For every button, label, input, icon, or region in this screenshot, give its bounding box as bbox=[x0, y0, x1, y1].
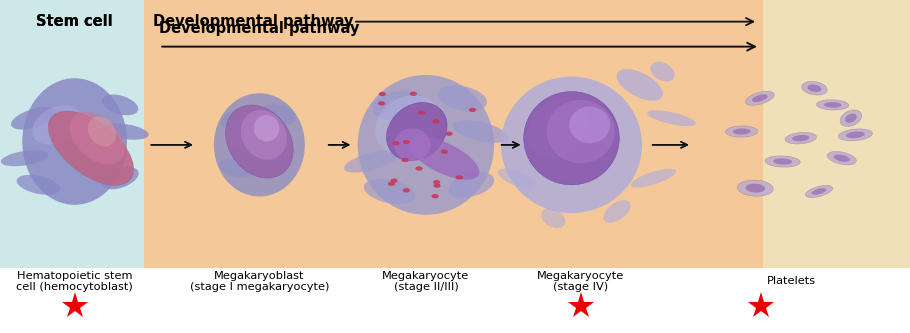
Ellipse shape bbox=[228, 115, 264, 148]
Ellipse shape bbox=[1, 150, 48, 166]
Ellipse shape bbox=[344, 151, 399, 172]
Ellipse shape bbox=[617, 69, 662, 101]
Ellipse shape bbox=[401, 158, 409, 162]
Ellipse shape bbox=[102, 95, 138, 115]
Ellipse shape bbox=[214, 93, 305, 196]
Ellipse shape bbox=[440, 150, 448, 154]
Ellipse shape bbox=[524, 92, 619, 185]
Ellipse shape bbox=[838, 129, 873, 141]
Ellipse shape bbox=[394, 128, 430, 162]
Ellipse shape bbox=[102, 167, 138, 189]
Ellipse shape bbox=[378, 101, 385, 106]
Ellipse shape bbox=[647, 110, 696, 126]
Ellipse shape bbox=[88, 117, 116, 147]
Ellipse shape bbox=[438, 85, 487, 111]
Ellipse shape bbox=[631, 169, 676, 187]
Ellipse shape bbox=[70, 112, 125, 165]
Ellipse shape bbox=[241, 110, 287, 160]
Ellipse shape bbox=[254, 115, 279, 142]
Bar bbox=[144, 0, 763, 268]
Ellipse shape bbox=[364, 179, 415, 204]
Ellipse shape bbox=[792, 135, 810, 142]
Text: Stem cell: Stem cell bbox=[36, 14, 113, 29]
Ellipse shape bbox=[816, 100, 849, 110]
Ellipse shape bbox=[449, 172, 494, 197]
Text: Platelets: Platelets bbox=[767, 276, 816, 286]
Ellipse shape bbox=[410, 92, 417, 96]
Ellipse shape bbox=[219, 159, 254, 178]
Ellipse shape bbox=[16, 175, 60, 195]
Ellipse shape bbox=[416, 166, 423, 170]
Bar bbox=[0, 268, 910, 333]
Ellipse shape bbox=[846, 132, 864, 138]
Ellipse shape bbox=[433, 180, 440, 184]
Ellipse shape bbox=[432, 119, 440, 124]
Ellipse shape bbox=[845, 114, 856, 123]
Ellipse shape bbox=[745, 91, 774, 105]
Ellipse shape bbox=[773, 159, 793, 165]
Ellipse shape bbox=[11, 107, 56, 130]
Bar bbox=[0, 0, 144, 268]
Ellipse shape bbox=[375, 95, 440, 155]
Ellipse shape bbox=[259, 104, 296, 126]
Ellipse shape bbox=[418, 111, 425, 115]
Ellipse shape bbox=[725, 126, 758, 137]
Ellipse shape bbox=[498, 168, 536, 188]
Ellipse shape bbox=[456, 175, 463, 179]
Ellipse shape bbox=[221, 107, 261, 130]
Ellipse shape bbox=[752, 94, 768, 102]
Ellipse shape bbox=[546, 100, 615, 163]
Ellipse shape bbox=[358, 75, 494, 215]
Ellipse shape bbox=[226, 105, 293, 178]
Text: Developmental pathway: Developmental pathway bbox=[159, 21, 369, 36]
Ellipse shape bbox=[812, 188, 826, 195]
Ellipse shape bbox=[446, 132, 453, 136]
Ellipse shape bbox=[409, 137, 480, 179]
Ellipse shape bbox=[528, 98, 588, 158]
Ellipse shape bbox=[452, 120, 509, 143]
Ellipse shape bbox=[737, 180, 774, 196]
Ellipse shape bbox=[805, 185, 833, 197]
Ellipse shape bbox=[651, 62, 674, 82]
Ellipse shape bbox=[431, 194, 439, 198]
Ellipse shape bbox=[745, 184, 765, 192]
Ellipse shape bbox=[390, 178, 398, 183]
Ellipse shape bbox=[603, 200, 631, 223]
Ellipse shape bbox=[433, 183, 440, 188]
Text: Hematopoietic stem
cell (hemocytoblast): Hematopoietic stem cell (hemocytoblast) bbox=[16, 271, 133, 292]
Ellipse shape bbox=[733, 129, 751, 135]
Text: Megakaryoblast
(stage I megakaryocyte): Megakaryoblast (stage I megakaryocyte) bbox=[189, 271, 329, 292]
Text: Stem cell: Stem cell bbox=[36, 14, 113, 29]
Text: Megakaryocyte
(stage II/III): Megakaryocyte (stage II/III) bbox=[382, 271, 470, 292]
Ellipse shape bbox=[379, 92, 386, 96]
Ellipse shape bbox=[388, 181, 395, 186]
Ellipse shape bbox=[48, 111, 134, 185]
Ellipse shape bbox=[372, 90, 425, 120]
Ellipse shape bbox=[840, 110, 862, 127]
Ellipse shape bbox=[469, 108, 476, 112]
Ellipse shape bbox=[32, 105, 81, 145]
Text: Megakaryocyte
(stage IV): Megakaryocyte (stage IV) bbox=[537, 271, 624, 292]
Ellipse shape bbox=[824, 102, 842, 108]
Ellipse shape bbox=[101, 123, 148, 140]
Ellipse shape bbox=[541, 208, 565, 228]
Ellipse shape bbox=[807, 85, 822, 92]
Ellipse shape bbox=[403, 188, 410, 192]
Bar bbox=[763, 0, 910, 268]
Ellipse shape bbox=[387, 103, 447, 161]
Ellipse shape bbox=[501, 77, 642, 213]
Ellipse shape bbox=[802, 82, 827, 95]
Ellipse shape bbox=[834, 155, 850, 162]
Ellipse shape bbox=[392, 141, 399, 146]
Ellipse shape bbox=[22, 78, 127, 205]
Ellipse shape bbox=[765, 156, 800, 167]
Ellipse shape bbox=[570, 107, 611, 143]
Ellipse shape bbox=[785, 133, 816, 144]
Text: Developmental pathway: Developmental pathway bbox=[153, 14, 353, 29]
Ellipse shape bbox=[402, 140, 410, 144]
Ellipse shape bbox=[827, 152, 856, 165]
